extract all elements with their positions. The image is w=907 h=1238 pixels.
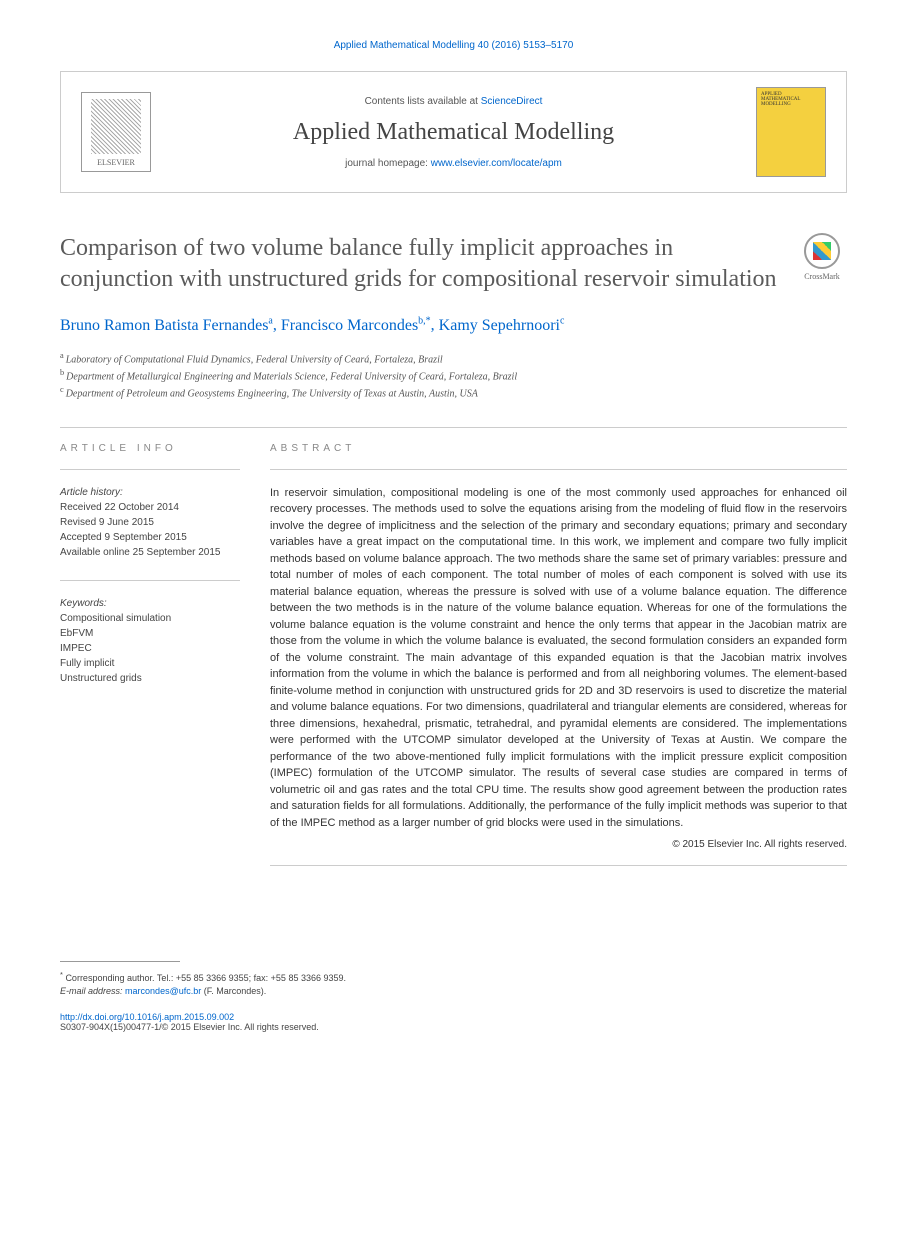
crossmark-icon <box>804 233 840 269</box>
author[interactable]: Francisco Marcondesb,* <box>281 317 431 334</box>
author[interactable]: Bruno Ramon Batista Fernandesa <box>60 317 273 334</box>
keywords-block: Keywords: Compositional simulation EbFVM… <box>60 596 240 686</box>
crossmark-label: CrossMark <box>804 272 840 281</box>
affiliations: aLaboratory of Computational Fluid Dynam… <box>60 350 847 402</box>
abstract-heading: ABSTRACT <box>270 443 847 454</box>
contents-available-line: Contents lists available at ScienceDirec… <box>151 96 756 107</box>
abstract-text: In reservoir simulation, compositional m… <box>270 485 847 832</box>
doi-link[interactable]: http://dx.doi.org/10.1016/j.apm.2015.09.… <box>60 1012 234 1022</box>
authors-list: Bruno Ramon Batista Fernandesa, Francisc… <box>60 315 847 334</box>
issn-copyright: S0307-904X(15)00477-1/© 2015 Elsevier In… <box>60 1022 847 1032</box>
footnote-divider <box>60 961 180 962</box>
homepage-link[interactable]: www.elsevier.com/locate/apm <box>431 158 562 169</box>
journal-reference: Applied Mathematical Modelling 40 (2016)… <box>60 40 847 51</box>
crossmark-badge[interactable]: CrossMark <box>797 233 847 283</box>
abstract-copyright: © 2015 Elsevier Inc. All rights reserved… <box>270 839 847 850</box>
homepage-line: journal homepage: www.elsevier.com/locat… <box>151 158 756 169</box>
affiliation: bDepartment of Metallurgical Engineering… <box>60 367 847 384</box>
sciencedirect-link[interactable]: ScienceDirect <box>481 96 543 107</box>
section-divider <box>60 427 847 428</box>
journal-name: Applied Mathematical Modelling <box>151 119 756 146</box>
affiliation: cDepartment of Petroleum and Geosystems … <box>60 384 847 401</box>
doi-block: http://dx.doi.org/10.1016/j.apm.2015.09.… <box>60 1012 847 1032</box>
corresponding-email-link[interactable]: marcondes@ufc.br <box>125 986 201 996</box>
article-info-column: ARTICLE INFO Article history: Received 2… <box>60 443 240 882</box>
journal-header: ELSEVIER Contents lists available at Sci… <box>60 71 847 193</box>
article-history: Article history: Received 22 October 201… <box>60 485 240 560</box>
author[interactable]: Kamy Sepehrnooric <box>439 317 565 334</box>
affiliation: aLaboratory of Computational Fluid Dynam… <box>60 350 847 367</box>
journal-cover-thumbnail: APPLIED MATHEMATICAL MODELLING <box>756 87 826 177</box>
publisher-name: ELSEVIER <box>97 158 135 167</box>
abstract-column: ABSTRACT In reservoir simulation, compos… <box>270 443 847 882</box>
corresponding-author-footnote: * Corresponding author. Tel.: +55 85 336… <box>60 970 847 997</box>
article-title: Comparison of two volume balance fully i… <box>60 233 777 295</box>
article-info-heading: ARTICLE INFO <box>60 443 240 454</box>
elsevier-logo: ELSEVIER <box>81 92 151 172</box>
